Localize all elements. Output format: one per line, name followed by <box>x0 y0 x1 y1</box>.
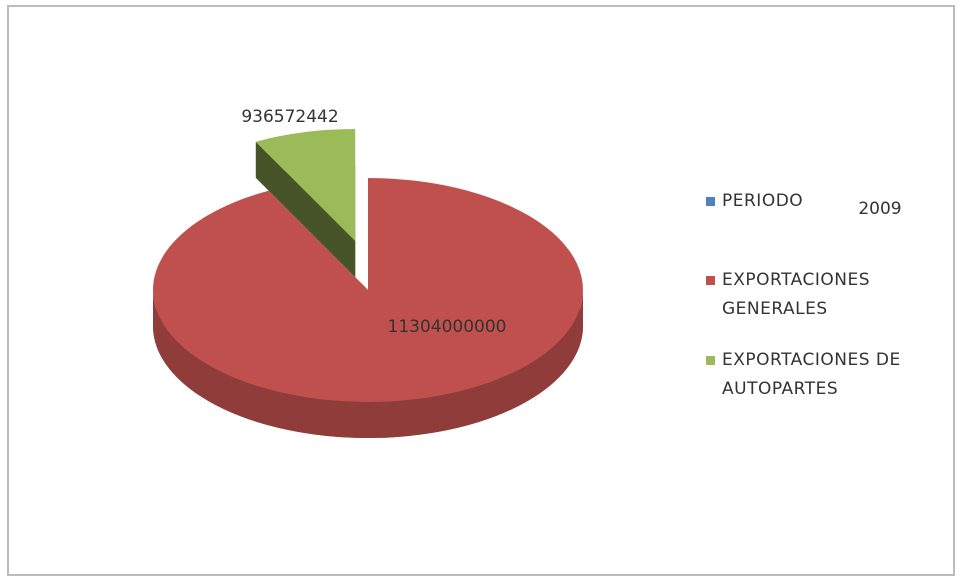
slice-side <box>153 290 583 438</box>
legend-label: EXPORTACIONES DE AUTOPARTES <box>722 350 901 399</box>
legend-label: PERIODO <box>722 191 804 211</box>
slice <box>255 129 356 242</box>
data-label: 936572442 <box>241 107 338 127</box>
data-label: 11304000000 <box>388 317 507 337</box>
legend-swatch <box>706 356 715 365</box>
legend-swatch <box>706 276 715 285</box>
slice-face <box>255 141 356 278</box>
slice <box>152 178 583 402</box>
data-label: 2009 <box>858 199 901 219</box>
legend-swatch <box>706 197 715 206</box>
chart-frame <box>7 5 955 576</box>
legend-label: EXPORTACIONES GENERALES <box>722 270 871 319</box>
